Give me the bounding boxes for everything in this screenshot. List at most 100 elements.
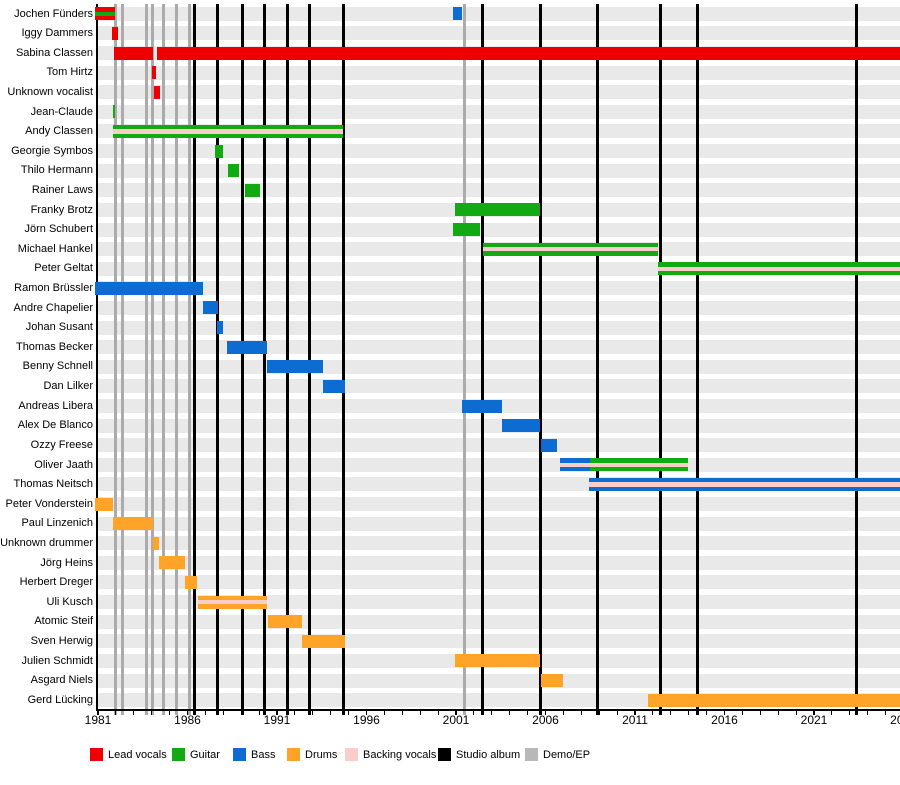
legend-label-bass: Bass [251,749,276,761]
legend-swatch-bass [233,748,246,761]
timeline-bar-guitar [590,458,688,472]
x-axis-minor-tick [706,710,708,715]
timeline-bar-lead_vocals [151,66,157,80]
timeline-bar-lead_vocals [154,85,160,99]
timeline-bar-drums [647,693,900,707]
timeline-bar-lead_vocals [95,7,115,21]
member-label: Michael Hankel [17,242,93,255]
row-band [97,281,900,296]
x-axis-minor-tick [831,710,833,715]
x-axis-minor-tick [634,710,636,715]
timeline-bar-guitar [658,262,900,276]
member-label: Sven Herwig [30,635,93,648]
legend-label-guitar: Guitar [190,749,220,761]
timeline-bar-secondary-backing_vocals [113,129,344,134]
row-band [97,65,900,80]
x-axis-minor-tick [795,710,797,715]
studio-album-line [215,4,219,716]
timeline-bar-guitar [244,183,260,197]
row-band [97,497,900,512]
legend-item-lead_vocals: Lead vocals [90,748,200,762]
timeline-bar-lead_vocals [157,46,900,60]
timeline-bar-guitar [113,124,344,138]
member-label: Jörg Heins [40,556,93,569]
x-axis-minor-tick [437,710,439,715]
member-label: Andy Classen [25,125,93,138]
member-label: Unknown vocalist [7,85,93,98]
x-axis-minor-tick [598,710,600,715]
row-band [97,673,900,688]
x-axis-tick-label: 1996 [353,713,380,727]
x-axis-minor-tick [509,710,511,715]
studio-album-line [855,4,859,716]
member-label: Iggy Dammers [21,27,93,40]
row-band [97,516,900,531]
x-axis-tick-label: 2026 [890,713,900,727]
x-axis-minor-tick [276,710,278,715]
demo-ep-line [161,4,165,716]
member-label: Andre Chapelier [13,301,94,314]
legend-item-demo_ep: Demo/EP [525,748,635,762]
x-axis-tick-label: 2011 [622,713,648,727]
x-axis-tick-label: 1991 [263,713,291,727]
timeline-bar-bass [226,340,268,354]
timeline-bar-bass [453,7,463,21]
x-axis-minor-tick [777,710,779,715]
x-axis-minor-tick [670,710,672,715]
timeline-bar-drums [152,536,160,550]
legend-label-lead_vocals: Lead vocals [108,749,167,761]
timeline-bar-guitar [453,223,481,236]
studio-album-line [481,4,485,716]
member-label: Thilo Hermann [20,164,93,177]
demo-ep-line [187,4,191,716]
x-axis-minor-tick [204,710,206,715]
timeline-bar-drums [158,556,185,570]
studio-album-line [659,4,663,716]
member-label: Tom Hirtz [46,66,93,79]
x-axis-minor-tick [885,710,887,715]
x-axis-minor-tick [759,710,761,715]
row-band [97,163,900,178]
timeline-bar-guitar [482,242,659,256]
member-label: Peter Geltat [34,262,93,275]
member-label: Sabina Classen [15,46,93,59]
timeline-bar-bass [267,360,323,374]
studio-album-line [193,4,197,716]
row-band [97,634,900,649]
x-axis-minor-tick [849,710,851,715]
timeline-bar-bass [462,399,502,413]
y-axis-line [96,4,98,711]
x-axis-minor-tick [419,710,421,715]
timeline-bar-secondary-backing_vocals [482,247,659,252]
timeline-bar-drums [198,595,268,609]
legend-swatch-studio_album [438,748,451,761]
timeline-bar-bass [217,321,224,335]
demo-ep-line [113,4,117,716]
member-label: Herbert Dreger [19,576,93,589]
timeline-bar-lead_vocals [112,26,118,40]
x-axis-minor-tick [115,710,117,715]
row-band [97,379,900,394]
demo-ep-line [144,4,148,716]
member-label: Jean-Claude [30,105,93,118]
member-label: Asgard Niels [30,674,93,687]
legend-swatch-demo_ep [525,748,538,761]
row-band [97,183,900,198]
x-axis-line [96,709,900,712]
x-axis-minor-tick [294,710,296,715]
x-axis-minor-tick [723,710,726,715]
studio-album-line [595,4,599,716]
studio-album-line [286,4,290,716]
studio-album-line [341,4,345,716]
timeline-bar-guitar [215,144,224,158]
x-axis-tick-label: 2006 [532,713,559,727]
timeline-bar-secondary-backing_vocals [658,266,900,271]
x-axis-minor-tick [365,710,368,715]
member-label: Peter Vonderstein [5,497,93,510]
x-axis-minor-tick [544,710,547,715]
member-label: Benny Schnell [22,360,93,373]
demo-ep-line [151,4,155,716]
member-label: Jochen Fünders [14,7,93,20]
studio-album-line [307,4,311,716]
